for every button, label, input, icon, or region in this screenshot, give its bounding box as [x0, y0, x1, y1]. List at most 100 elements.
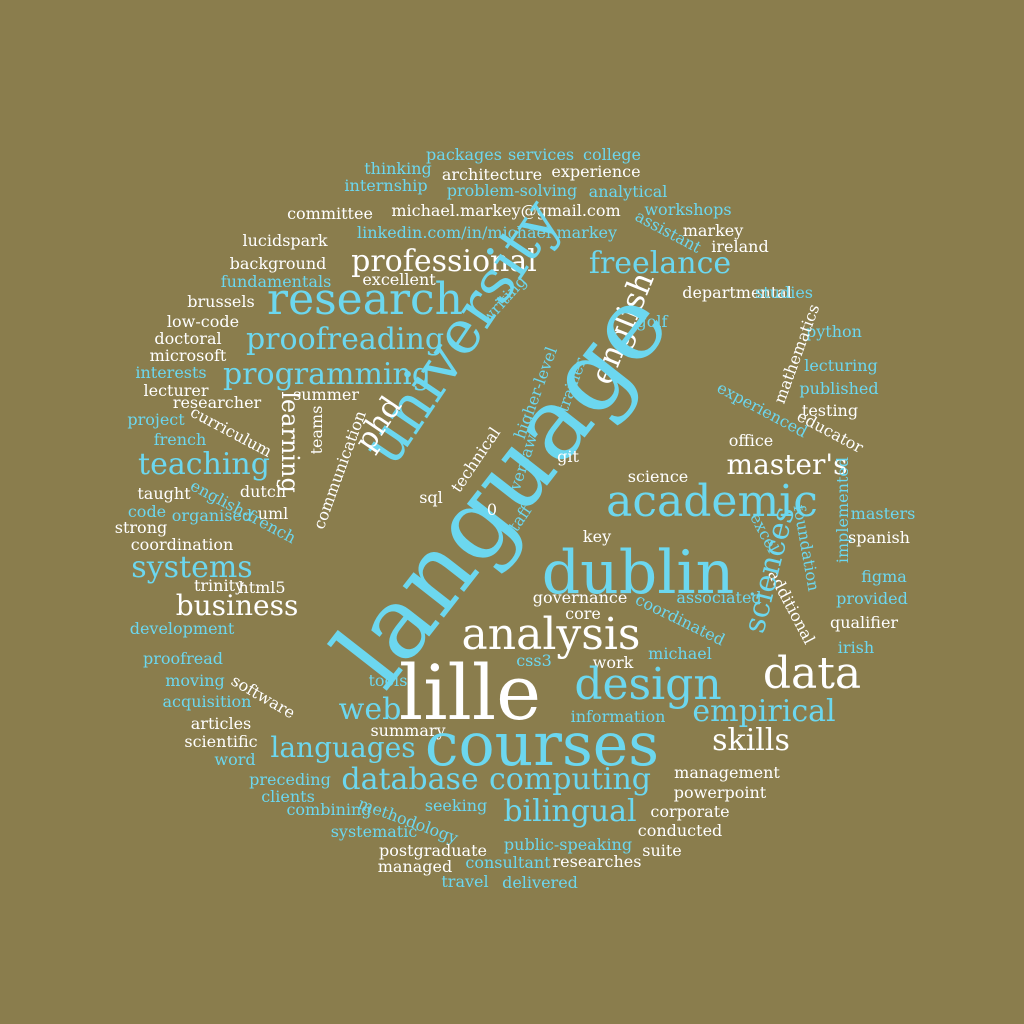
cloud-word: academic [606, 476, 818, 527]
cloud-word: summer [293, 385, 359, 404]
cloud-word: taught [137, 484, 191, 503]
cloud-word: committee [287, 204, 373, 223]
cloud-word: microsoft [149, 346, 227, 365]
cloud-word: spanish [848, 528, 910, 547]
cloud-word: managed [377, 857, 453, 876]
cloud-word: markey [682, 221, 744, 240]
cloud-word: internship [344, 176, 428, 195]
cloud-word: design [574, 659, 722, 710]
cloud-word: suite [642, 841, 682, 860]
cloud-word: associated [676, 588, 762, 607]
cloud-word: linkedin.com/in/michael-markey [356, 223, 618, 242]
cloud-word: coordination [130, 535, 234, 554]
cloud-word: trinity [193, 576, 245, 595]
cloud-word: powerpoint [673, 783, 767, 802]
cloud-word: thinking [364, 159, 432, 178]
cloud-word: database [341, 762, 479, 797]
cloud-word: public-speaking [503, 835, 633, 854]
cloud-word: acquisition [162, 692, 252, 711]
cloud-word: bilingual [503, 794, 637, 829]
cloud-word: testing [801, 401, 859, 420]
cloud-word: travel [441, 872, 489, 891]
cloud-word: teams [307, 405, 326, 455]
cloud-word: lille [398, 648, 542, 737]
cloud-word: published [799, 379, 879, 398]
cloud-word: conducted [637, 821, 723, 840]
cloud-word: teaching [138, 447, 270, 482]
cloud-word: sql [419, 488, 443, 507]
cloud-word: proofreading [245, 322, 445, 357]
cloud-word: interests [135, 363, 207, 382]
cloud-word: corporate [650, 802, 730, 821]
cloud-word: professional [351, 244, 537, 279]
cloud-word: research [267, 274, 463, 325]
cloud-word: experience [551, 162, 641, 181]
cloud-word: workshops [644, 200, 732, 219]
cloud-word: moving [165, 671, 225, 690]
cloud-word: architecture [441, 165, 543, 184]
cloud-word: tools [368, 671, 408, 690]
cloud-word: 0 [486, 500, 498, 519]
cloud-word: management [674, 763, 780, 782]
cloud-word: organised [171, 506, 253, 525]
cloud-word: computing [488, 762, 652, 797]
cloud-word: project [127, 410, 185, 429]
cloud-word: courses [424, 710, 660, 780]
cloud-word: proofread [143, 649, 223, 668]
cloud-word: researches [552, 852, 642, 871]
cloud-word: skills [712, 723, 790, 758]
cloud-word: uml [257, 504, 289, 523]
cloud-word: combining [286, 800, 372, 819]
cloud-word: word [214, 750, 256, 769]
cloud-word: provided [836, 589, 908, 608]
cloud-word: master's [726, 448, 848, 481]
cloud-word: data [762, 648, 862, 699]
cloud-word: development [129, 619, 235, 638]
cloud-word: services [507, 145, 575, 164]
cloud-word: michael [648, 644, 712, 663]
cloud-word: lucidspark [242, 231, 328, 250]
cloud-word: seeking [424, 796, 488, 815]
cloud-word: implemented [833, 456, 852, 564]
cloud-word: html5 [238, 578, 286, 597]
cloud-word: scientific [184, 732, 258, 751]
cloud-word: consultant [465, 853, 551, 872]
cloud-word: dublin [541, 538, 735, 608]
cloud-word: lecturer [143, 381, 209, 400]
cloud-word: css3 [516, 651, 552, 670]
cloud-word: irish [837, 638, 875, 657]
cloud-word: freelance [588, 246, 732, 281]
cloud-word: departmental [682, 283, 792, 302]
cloud-word: learning [276, 391, 304, 493]
cloud-word: researcher [172, 393, 262, 412]
cloud-word: systems [131, 550, 253, 585]
cloud-word: strong [114, 518, 168, 537]
cloud-word: python [806, 322, 862, 341]
cloud-word: dutch [239, 482, 287, 501]
cloud-word: systematic [330, 822, 418, 841]
cloud-word: preceding [249, 770, 331, 789]
cloud-word: science [627, 467, 689, 486]
cloud-word: brussels [187, 292, 255, 311]
cloud-word: clients [261, 787, 315, 806]
cloud-word: golf [636, 312, 668, 331]
cloud-word: code [127, 502, 167, 521]
cloud-word: work [592, 653, 634, 672]
cloud-word: analytical [588, 182, 668, 201]
cloud-word: packages [426, 145, 502, 164]
cloud-word: programming [222, 357, 432, 392]
cloud-word: languages [270, 731, 416, 764]
cloud-word: web [338, 692, 402, 727]
cloud-word: lecturing [804, 356, 878, 375]
cloud-word: problem-solving [446, 181, 578, 200]
cloud-word: fundamentals [220, 272, 332, 291]
cloud-word: low-code [166, 312, 240, 331]
cloud-word: background [229, 254, 327, 273]
cloud-word: figma [861, 567, 907, 586]
cloud-word: office [728, 431, 774, 450]
cloud-word: empirical [692, 694, 836, 729]
cloud-word: qualifier [829, 613, 899, 632]
cloud-word: business [175, 589, 299, 622]
cloud-word: articles [190, 714, 252, 733]
